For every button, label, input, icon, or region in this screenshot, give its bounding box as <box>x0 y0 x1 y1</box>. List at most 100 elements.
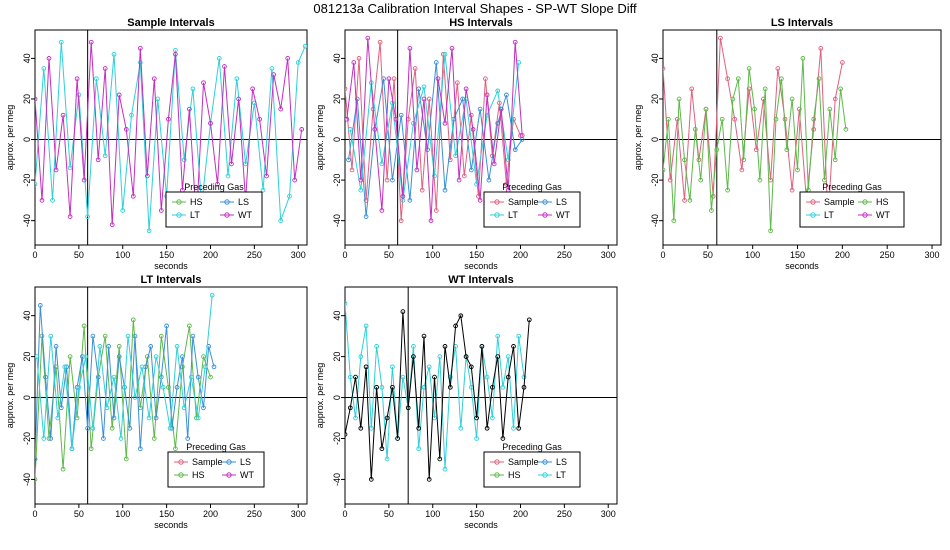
legend-label: HS <box>190 197 203 207</box>
data-point <box>358 354 364 359</box>
data-point <box>718 35 723 41</box>
y-tick-label: -20 <box>22 432 32 445</box>
data-point <box>132 395 138 400</box>
legend-swatch-point <box>226 472 232 478</box>
data-point <box>155 96 161 102</box>
data-point <box>111 374 117 380</box>
data-point <box>411 354 416 359</box>
data-point <box>60 466 66 472</box>
data-point <box>132 333 138 339</box>
data-point <box>347 405 353 411</box>
data-point <box>390 384 395 390</box>
data-point <box>426 364 432 370</box>
data-point <box>779 76 784 82</box>
legend-swatch-point <box>542 472 548 478</box>
data-point <box>365 35 371 41</box>
data-point <box>521 374 527 380</box>
legend-swatch-point <box>494 212 500 218</box>
data-point <box>752 106 757 112</box>
x-tick-label: 250 <box>557 250 572 260</box>
data-point <box>102 333 108 339</box>
legend-box <box>165 191 263 228</box>
data-point <box>390 177 395 183</box>
data-point <box>345 301 348 306</box>
data-point <box>48 333 54 339</box>
data-point <box>490 384 495 390</box>
data-point <box>500 436 506 441</box>
data-point <box>201 80 206 86</box>
data-point <box>67 354 73 359</box>
data-point <box>208 374 213 380</box>
x-tick-label: 0 <box>32 250 37 260</box>
data-point <box>271 72 277 77</box>
x-tick-label: 200 <box>513 509 528 519</box>
data-point <box>442 466 448 472</box>
x-tick-label: 100 <box>115 250 130 260</box>
data-point <box>60 112 66 118</box>
legend-swatch-point <box>810 199 816 205</box>
data-point <box>129 112 134 118</box>
data-point <box>719 116 725 122</box>
data-point <box>428 218 434 224</box>
x-axis-label: seconds <box>464 520 498 530</box>
legend-label: Sample <box>192 457 223 467</box>
data-point <box>353 415 358 421</box>
data-point <box>775 66 781 71</box>
x-tick-label: 50 <box>74 250 84 260</box>
data-point <box>500 384 506 390</box>
y-tick-label: 0 <box>332 137 342 142</box>
panel-title: Sample Intervals <box>127 17 214 29</box>
data-point <box>347 374 353 380</box>
data-point <box>118 436 124 441</box>
x-tick-label: 250 <box>247 250 262 260</box>
data-point <box>505 354 511 359</box>
panel-frame <box>34 29 308 246</box>
data-point <box>137 446 143 452</box>
legend-box <box>483 451 581 488</box>
series-line-ls <box>348 62 523 217</box>
data-point <box>85 425 90 431</box>
data-point <box>730 96 736 102</box>
data-point <box>229 161 234 167</box>
x-tick-label: 250 <box>880 250 895 260</box>
legend-label: WT <box>876 210 890 220</box>
legend-swatch-point <box>542 199 548 205</box>
data-point <box>190 86 196 92</box>
data-point <box>185 436 191 441</box>
x-tick-label: 300 <box>291 250 306 260</box>
x-tick-label: 0 <box>342 509 347 519</box>
data-point <box>405 405 411 411</box>
data-point <box>137 45 143 51</box>
data-point <box>739 167 745 173</box>
data-point <box>347 127 353 132</box>
y-tick-label: 40 <box>22 53 32 63</box>
data-point <box>48 436 54 441</box>
series-line-lt <box>36 295 213 449</box>
data-point <box>435 76 441 82</box>
legend-title: Preceding Gas <box>822 182 882 192</box>
data-point <box>407 198 413 203</box>
y-tick-label: 40 <box>22 311 32 321</box>
data-point <box>822 177 827 183</box>
data-point <box>484 92 490 98</box>
x-tick-label: 50 <box>384 509 394 519</box>
legend-label: HS <box>876 197 889 207</box>
data-point <box>453 323 458 329</box>
data-point <box>236 96 241 102</box>
data-point <box>222 64 227 69</box>
data-point <box>827 106 833 112</box>
data-point <box>725 76 730 82</box>
data-point <box>796 106 802 112</box>
legend-box <box>799 191 905 228</box>
data-point <box>400 193 406 199</box>
data-point <box>164 323 169 329</box>
data-point <box>211 364 217 370</box>
data-point <box>477 106 483 112</box>
legend-label: LT <box>556 470 566 480</box>
data-point <box>840 60 845 65</box>
data-point <box>795 167 800 173</box>
data-point <box>363 364 369 370</box>
legend-label: LT <box>824 210 834 220</box>
x-tick-label: 50 <box>74 509 84 519</box>
y-tick-label: 0 <box>650 137 660 142</box>
